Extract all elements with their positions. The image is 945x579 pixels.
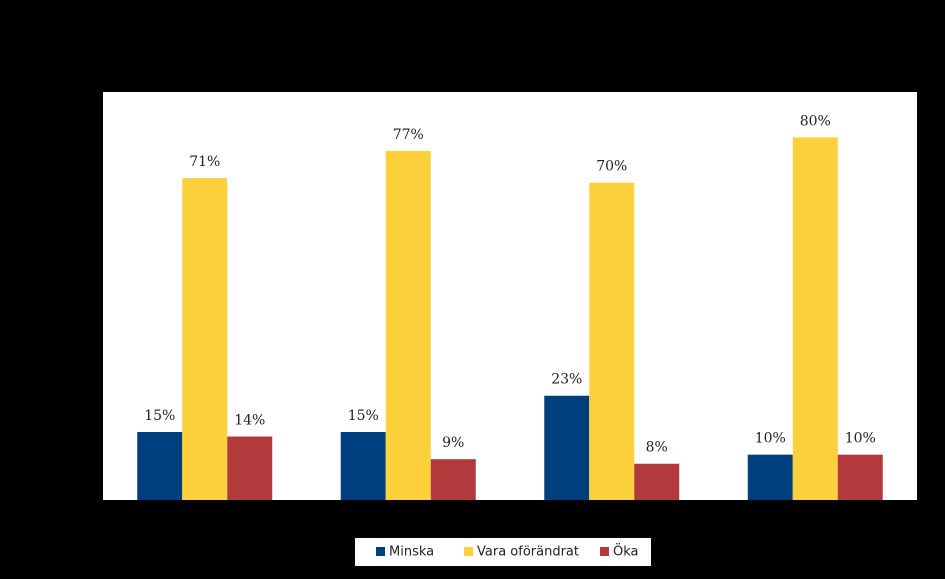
bar	[227, 436, 273, 500]
bar	[182, 178, 228, 500]
bar	[544, 395, 590, 500]
bar	[430, 459, 476, 500]
value-label: 8%	[646, 440, 668, 456]
legend-swatch	[464, 547, 473, 556]
value-label: 15%	[348, 408, 379, 424]
legend-label: Öka	[613, 543, 639, 560]
plot-area	[103, 92, 917, 500]
legend: Minska Vara oförändrat Öka	[376, 543, 639, 560]
value-label: 10%	[755, 431, 786, 447]
legend-swatch	[376, 547, 385, 556]
legend-label: Vara oförändrat	[477, 545, 579, 560]
value-label: 23%	[551, 372, 582, 388]
value-label: 70%	[596, 159, 627, 175]
legend-swatch	[600, 547, 609, 556]
value-label: 80%	[800, 113, 831, 129]
bar	[340, 432, 386, 500]
bar	[747, 454, 793, 500]
bar	[634, 463, 680, 500]
value-label: 9%	[442, 435, 464, 451]
legend-label: Minska	[389, 545, 434, 560]
value-label: 71%	[189, 154, 220, 170]
bar	[837, 454, 883, 500]
bar	[137, 432, 183, 500]
value-label: 14%	[234, 413, 265, 429]
value-label: 77%	[393, 127, 424, 143]
value-label: 10%	[845, 431, 876, 447]
bar	[792, 137, 838, 501]
bar	[589, 182, 635, 500]
bar	[385, 150, 431, 500]
value-label: 15%	[144, 408, 175, 424]
